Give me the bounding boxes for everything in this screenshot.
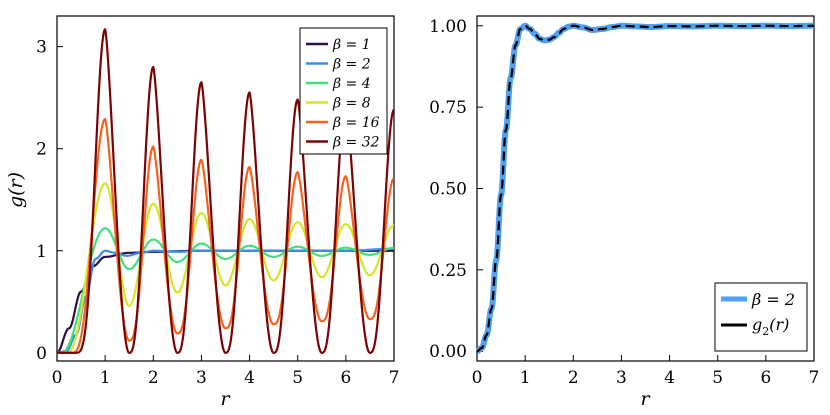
right-y-tick-label: 0.00: [429, 342, 467, 362]
left-y-axis-label: g(r): [5, 172, 27, 208]
left-x-tick-label: 4: [244, 368, 255, 388]
left-y-tick-label: 1: [36, 242, 47, 262]
legend-label: g2(r): [752, 315, 789, 338]
series-line-beta-2: [57, 247, 394, 354]
left-y-tick-label: 0: [36, 344, 47, 364]
left-x-tick-label: 6: [340, 368, 351, 388]
series-line-g2: [476, 24, 815, 353]
series-line-beta-1: [57, 249, 394, 354]
left-x-axis-label: r: [220, 388, 231, 410]
legend-label: β = 16: [332, 115, 380, 131]
right-curves: [474, 22, 815, 355]
right-x-tick-label: 5: [712, 368, 723, 388]
left-y-tick-label: 2: [36, 140, 47, 160]
legend-label: β = 32: [332, 135, 380, 151]
left-legend-box: [299, 27, 388, 155]
right-x-ticks: 0 1 2 3 4 5 6 7: [472, 355, 820, 388]
series-line-beta-16: [57, 117, 394, 354]
left-x-tick-label: 0: [52, 368, 63, 388]
right-y-ticks: 0.00 0.25 0.50 0.75 1.00: [429, 17, 483, 362]
right-x-tick-label: 4: [664, 368, 675, 388]
right-y-tick-label: 0.50: [429, 180, 467, 200]
left-x-tick-label: 5: [292, 368, 303, 388]
left-x-tick-label: 2: [148, 368, 159, 388]
left-curves: [57, 28, 394, 354]
legend-label: β = 8: [332, 96, 371, 112]
right-legend-box: [714, 282, 808, 352]
left-axes-frame: [56, 15, 395, 362]
left-y-tick-label: 3: [36, 38, 47, 58]
left-y-ticks: 0 1 2 3: [36, 38, 63, 364]
right-panel: 0 1 2 3 4 5 6 7 0.00 0.25 0.50 0.75 1.00 r β = 2 g2(…: [429, 15, 820, 410]
legend-label: β = 2: [332, 57, 371, 73]
right-x-axis-label: r: [640, 388, 651, 410]
right-x-tick-label: 1: [520, 368, 531, 388]
right-legend: β = 2 g2(r): [714, 282, 808, 352]
left-x-tick-label: 1: [100, 368, 111, 388]
left-x-tick-label: 3: [196, 368, 207, 388]
right-y-tick-label: 0.25: [429, 261, 467, 281]
series-line-beta-4: [57, 227, 394, 354]
right-x-tick-label: 0: [472, 368, 483, 388]
right-x-tick-label: 2: [568, 368, 579, 388]
legend-label: β = 1: [332, 37, 371, 53]
legend-label: β = 2: [751, 290, 795, 309]
right-y-tick-label: 1.00: [429, 17, 467, 37]
series-line-beta-32: [57, 28, 394, 354]
legend-label: β = 4: [332, 76, 371, 92]
right-x-tick-label: 7: [809, 368, 820, 388]
right-x-tick-label: 3: [616, 368, 627, 388]
left-x-tick-label: 7: [389, 368, 400, 388]
right-y-tick-label: 0.75: [429, 98, 467, 118]
right-x-tick-label: 6: [760, 368, 771, 388]
left-x-ticks: 0 1 2 3 4 5 6 7: [52, 355, 400, 388]
left-legend: β = 1 β = 2 β = 4 β = 8 β = 16 β = 32: [299, 27, 388, 155]
